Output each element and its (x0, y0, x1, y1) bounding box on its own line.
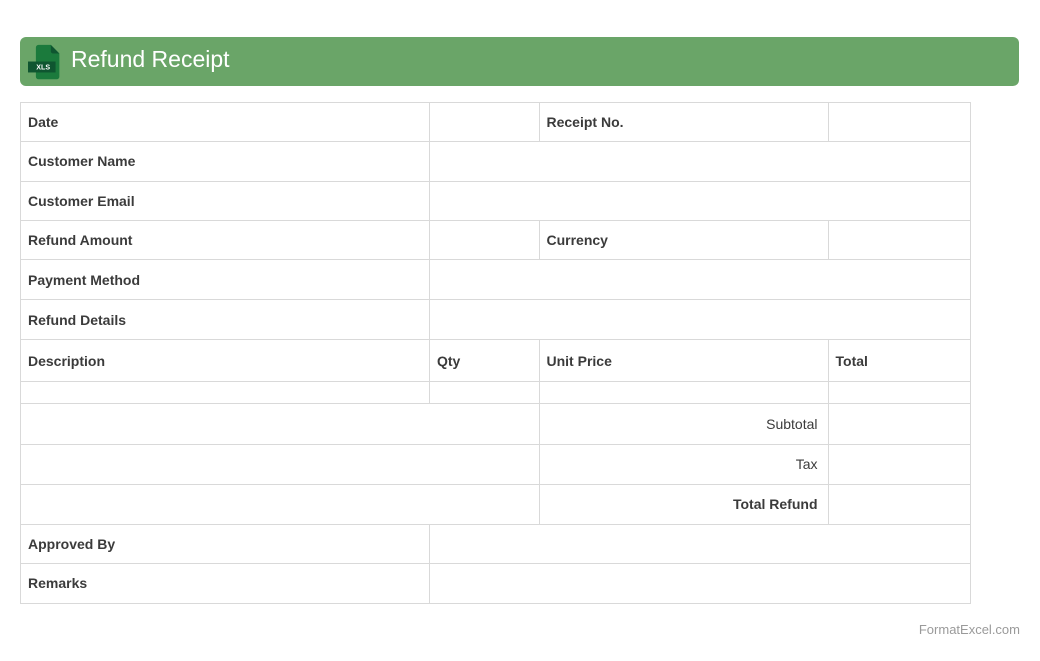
svg-text:XLS: XLS (36, 64, 50, 72)
